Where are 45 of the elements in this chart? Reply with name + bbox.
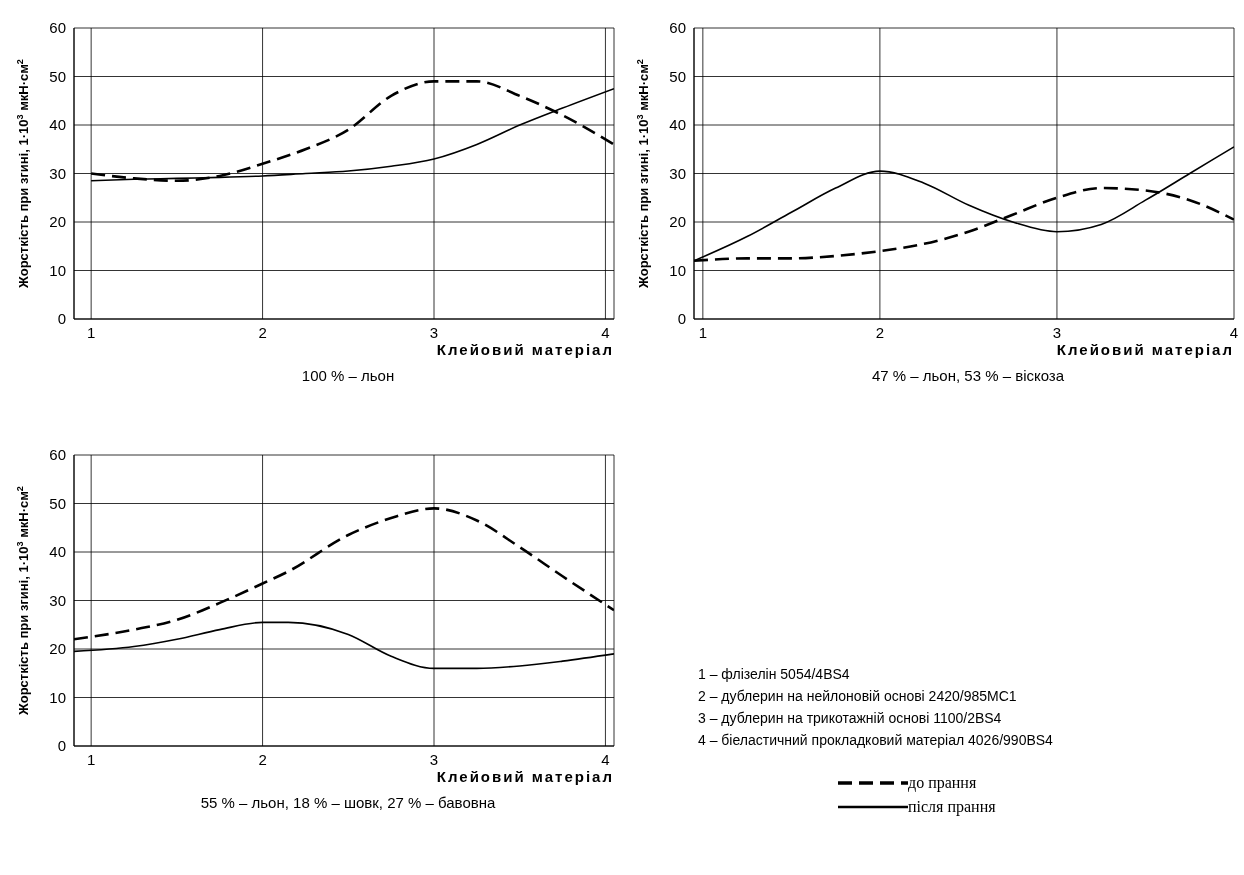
y-tick-label: 50 <box>49 67 66 85</box>
x-tick-label: 3 <box>429 750 439 768</box>
legend-label: до прання <box>908 774 977 792</box>
x-tick-label: 1 <box>698 323 708 341</box>
y-tick-label: 50 <box>49 494 66 512</box>
y-tick-label: 60 <box>669 19 686 37</box>
y-tick-label: 0 <box>677 310 686 328</box>
y-tick-label: 30 <box>669 164 686 182</box>
y-tick-label: 10 <box>49 688 66 706</box>
x-tick-label: 3 <box>1052 323 1062 341</box>
y-tick-label: 60 <box>49 446 66 464</box>
x-tick-label: 2 <box>258 323 267 341</box>
y-tick-label: 60 <box>49 19 66 37</box>
text: 4 – біеластичний прокладковий матеріал 4026/990BS4 <box>698 731 1053 750</box>
x-tick-label: 4 <box>1229 323 1239 341</box>
y-tick-label: 10 <box>669 261 686 279</box>
y-tick-label: 10 <box>49 261 66 279</box>
x-tick-label: 4 <box>601 750 610 768</box>
x-tick-label: 3 <box>429 323 439 341</box>
x-axis-title: Клейовий матеріал <box>1056 341 1234 358</box>
text: 1 – флізелін 5054/4BS4 <box>698 665 851 684</box>
y-tick-label: 20 <box>49 213 66 231</box>
x-tick-label: 2 <box>258 750 267 768</box>
y-tick-label: 40 <box>49 116 66 134</box>
text: 55 % – льон, 18 % – шовк, 27 % – бавовна <box>199 794 497 811</box>
text: 2 – дублерин на нейлоновій основі 2420/985МС1 <box>698 687 1018 706</box>
y-tick-label: 40 <box>669 116 686 134</box>
y-tick-label: 40 <box>49 543 66 561</box>
x-tick-label: 2 <box>875 323 885 341</box>
x-tick-label: 1 <box>86 323 96 341</box>
text: 47 % – льон, 53 % – віскоза <box>870 367 1066 384</box>
y-tick-label: 0 <box>57 737 66 755</box>
y-tick-label: 20 <box>49 640 66 658</box>
text: 100 % – льон <box>300 367 396 384</box>
y-tick-label: 20 <box>669 213 686 231</box>
y-tick-label: 30 <box>49 164 66 182</box>
text: 3 – дублерин на трикотажній основі 1100/2BS4 <box>698 709 1003 728</box>
y-tick-label: 30 <box>49 591 66 609</box>
x-axis-title: Клейовий матеріал <box>436 768 614 785</box>
x-axis-title: Клейовий матеріал <box>436 341 614 358</box>
legend-label: після прання <box>908 798 996 816</box>
x-tick-label: 1 <box>86 750 96 768</box>
x-tick-label: 4 <box>601 323 610 341</box>
y-tick-label: 50 <box>669 67 686 85</box>
y-tick-label: 0 <box>57 310 66 328</box>
